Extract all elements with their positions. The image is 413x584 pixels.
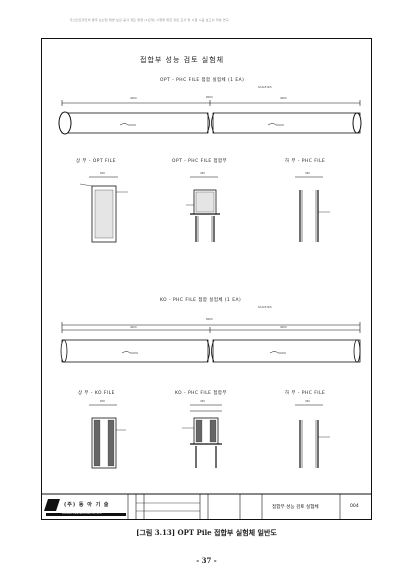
section2-scale: SCALE:N/S: [258, 306, 272, 309]
dim-small-b-1: 450: [200, 172, 205, 175]
section1-title: OPT - PHC FILE 접합 실험체 (1 EA): [160, 78, 245, 83]
figure-caption: [그림 3.13] OPT Pile 접합부 실험체 일반도: [136, 528, 277, 537]
company-subname: DONGA ENGINEERING CO.,LTD: [62, 512, 102, 515]
header-running-text: 두산인프라코어 발주 논산천 제방 보강 공사 개요 방향 (1단계) 시행을 …: [70, 18, 229, 22]
section2-title: KO - PHC FILE 접합 실험체 (1 EA): [160, 298, 242, 303]
detail-phc-lower-1-label: 하 부 - PHC FILE: [285, 159, 326, 164]
company-name: (주) 동 아 기 술: [64, 502, 110, 508]
page-number: - 37 -: [196, 556, 217, 565]
dim-small-a-1: 600: [100, 172, 105, 175]
detail-phc-lower-2-label: 하 부 - PHC FILE: [285, 391, 326, 396]
dim-right-1: 4000: [280, 97, 287, 100]
dim-small-c-1: 450: [305, 172, 310, 175]
company-logo: [44, 499, 126, 516]
dim-left-2: 4000: [130, 326, 137, 329]
title-block-drawing-name: 접합부 성능 검토 실험체: [272, 505, 319, 510]
section1-scale: SCALE:N/S: [258, 86, 272, 89]
detail-opt-joint-label: OPT - PHC FILE 접합부: [172, 159, 228, 164]
dim-small-a-2: 600: [100, 400, 105, 403]
dim-total-2: 8000: [206, 318, 213, 321]
dim-total-1: 8000: [206, 96, 213, 99]
detail-ko-joint-label: KO - PHC FILE 접합부: [175, 391, 227, 396]
dim-small-c-2: 450: [305, 400, 310, 403]
dim-left-1: 4000: [130, 97, 137, 100]
detail-ko-upper-label: 상 부 - KO FILE: [78, 391, 115, 396]
dim-small-b-2: 450: [200, 400, 205, 403]
title-block-sheet-no: 004: [350, 504, 359, 509]
drawing-frame: [41, 38, 372, 520]
detail-opt-upper-label: 상 부 - OPT FILE: [76, 159, 117, 164]
drawing-title: 접합부 성능 검토 실험체: [140, 56, 225, 64]
dim-right-2: 4000: [280, 326, 287, 329]
